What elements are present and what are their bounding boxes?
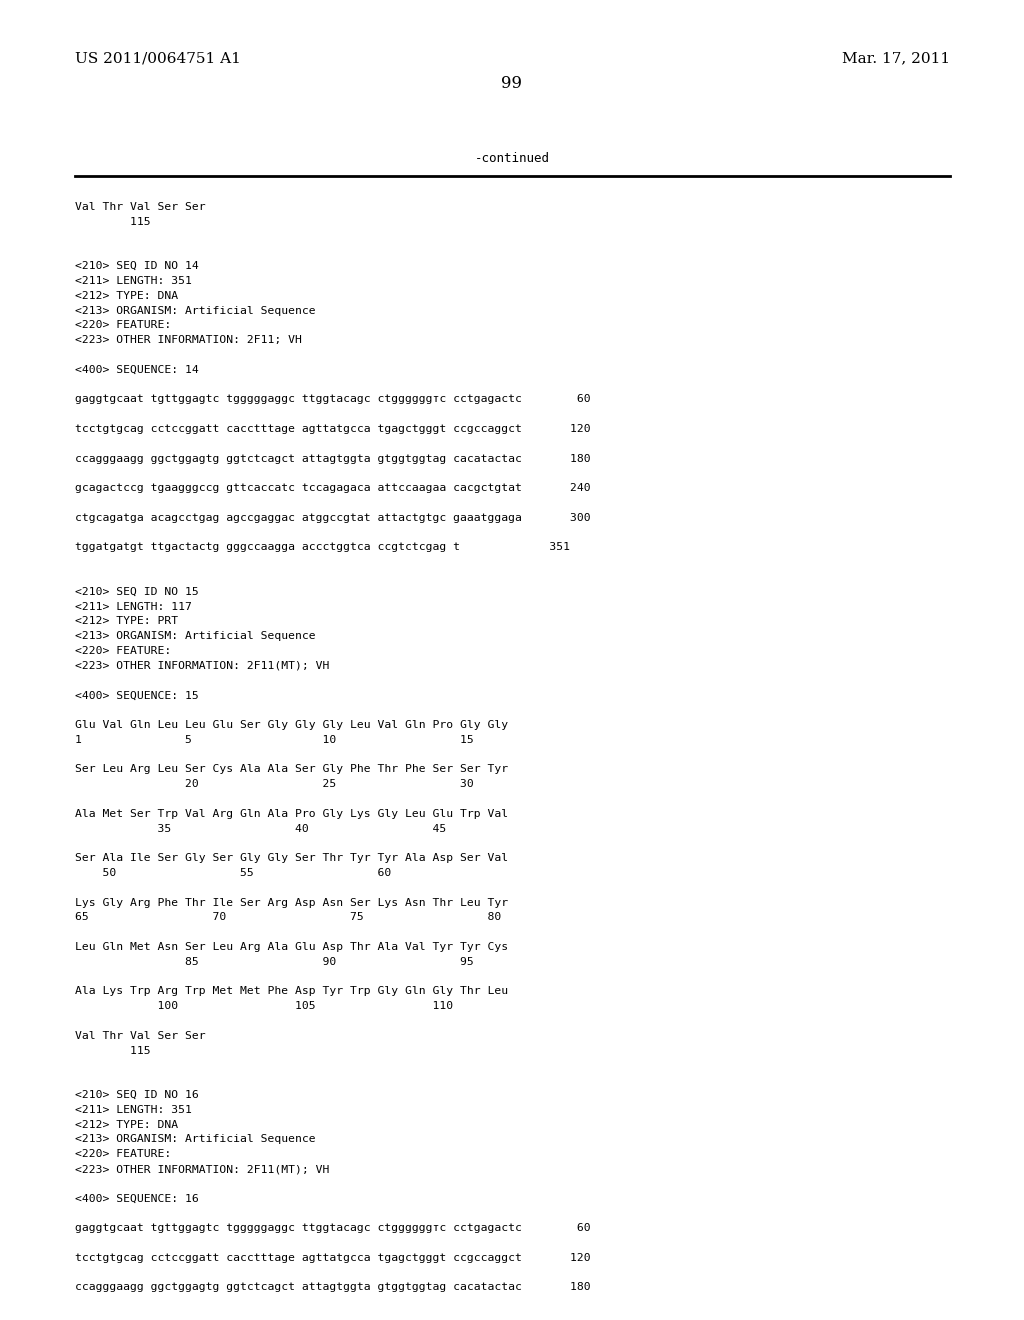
Text: 115: 115	[75, 1045, 151, 1056]
Text: ccagggaagg ggctggagtg ggtctcagct attagtggta gtggtggtag cacatactac       180: ccagggaagg ggctggagtg ggtctcagct attagtg…	[75, 1283, 591, 1292]
Text: 65                  70                  75                  80: 65 70 75 80	[75, 912, 502, 923]
Text: Leu Gln Met Asn Ser Leu Arg Ala Glu Asp Thr Ala Val Tyr Tyr Cys: Leu Gln Met Asn Ser Leu Arg Ala Glu Asp …	[75, 942, 508, 952]
Text: <212> TYPE: PRT: <212> TYPE: PRT	[75, 616, 178, 627]
Text: 85                  90                  95: 85 90 95	[75, 957, 474, 966]
Text: gcagactccg tgaagggccg gttcaccatc tccagagaca attccaagaa cacgctgtat       240: gcagactccg tgaagggccg gttcaccatc tccagag…	[75, 483, 591, 494]
Text: Ala Lys Trp Arg Trp Met Met Phe Asp Tyr Trp Gly Gln Gly Thr Leu: Ala Lys Trp Arg Trp Met Met Phe Asp Tyr …	[75, 986, 508, 997]
Text: Mar. 17, 2011: Mar. 17, 2011	[842, 51, 950, 65]
Text: 35                  40                  45: 35 40 45	[75, 824, 446, 834]
Text: <213> ORGANISM: Artificial Sequence: <213> ORGANISM: Artificial Sequence	[75, 631, 315, 642]
Text: Ser Leu Arg Leu Ser Cys Ala Ala Ser Gly Phe Thr Phe Ser Ser Tyr: Ser Leu Arg Leu Ser Cys Ala Ala Ser Gly …	[75, 764, 508, 775]
Text: <223> OTHER INFORMATION: 2F11(MT); VH: <223> OTHER INFORMATION: 2F11(MT); VH	[75, 1164, 330, 1173]
Text: <212> TYPE: DNA: <212> TYPE: DNA	[75, 290, 178, 301]
Text: <211> LENGTH: 351: <211> LENGTH: 351	[75, 1105, 191, 1115]
Text: -continued: -continued	[474, 152, 550, 165]
Text: 50                  55                  60: 50 55 60	[75, 869, 391, 878]
Text: <213> ORGANISM: Artificial Sequence: <213> ORGANISM: Artificial Sequence	[75, 1134, 315, 1144]
Text: <400> SEQUENCE: 15: <400> SEQUENCE: 15	[75, 690, 199, 701]
Text: 100                 105                 110: 100 105 110	[75, 1001, 454, 1011]
Text: <223> OTHER INFORMATION: 2F11; VH: <223> OTHER INFORMATION: 2F11; VH	[75, 335, 302, 346]
Text: <213> ORGANISM: Artificial Sequence: <213> ORGANISM: Artificial Sequence	[75, 306, 315, 315]
Text: Ala Met Ser Trp Val Arg Gln Ala Pro Gly Lys Gly Leu Glu Trp Val: Ala Met Ser Trp Val Arg Gln Ala Pro Gly …	[75, 809, 508, 818]
Text: <211> LENGTH: 351: <211> LENGTH: 351	[75, 276, 191, 286]
Text: US 2011/0064751 A1: US 2011/0064751 A1	[75, 51, 241, 65]
Text: Val Thr Val Ser Ser: Val Thr Val Ser Ser	[75, 202, 206, 213]
Text: <223> OTHER INFORMATION: 2F11(MT); VH: <223> OTHER INFORMATION: 2F11(MT); VH	[75, 661, 330, 671]
Text: <210> SEQ ID NO 15: <210> SEQ ID NO 15	[75, 587, 199, 597]
Text: Ser Ala Ile Ser Gly Ser Gly Gly Ser Thr Tyr Tyr Ala Asp Ser Val: Ser Ala Ile Ser Gly Ser Gly Gly Ser Thr …	[75, 853, 508, 863]
Text: Lys Gly Arg Phe Thr Ile Ser Arg Asp Asn Ser Lys Asn Thr Leu Tyr: Lys Gly Arg Phe Thr Ile Ser Arg Asp Asn …	[75, 898, 508, 908]
Text: <220> FEATURE:: <220> FEATURE:	[75, 645, 171, 656]
Text: 1               5                   10                  15: 1 5 10 15	[75, 735, 474, 744]
Text: tcctgtgcag cctccggatt cacctttage agttatgcca tgagctgggt ccgccaggct       120: tcctgtgcag cctccggatt cacctttage agttatg…	[75, 424, 591, 434]
Text: <211> LENGTH: 117: <211> LENGTH: 117	[75, 602, 191, 611]
Text: tggatgatgt ttgactactg gggccaagga accctggtca ccgtctcgag t             351: tggatgatgt ttgactactg gggccaagga accctgg…	[75, 543, 570, 552]
Text: gaggtgcaat tgttggagtc tgggggaggc ttggtacagc ctggggggтc cctgagactc        60: gaggtgcaat tgttggagtc tgggggaggc ttggtac…	[75, 395, 591, 404]
Text: <400> SEQUENCE: 14: <400> SEQUENCE: 14	[75, 364, 199, 375]
Text: gaggtgcaat tgttggagtc tgggggaggc ttggtacagc ctggggggтc cctgagactc        60: gaggtgcaat tgttggagtc tgggggaggc ttggtac…	[75, 1224, 591, 1233]
Text: <220> FEATURE:: <220> FEATURE:	[75, 321, 171, 330]
Text: <210> SEQ ID NO 16: <210> SEQ ID NO 16	[75, 1090, 199, 1100]
Text: <400> SEQUENCE: 16: <400> SEQUENCE: 16	[75, 1193, 199, 1204]
Text: ctgcagatga acagcctgag agccgaggac atggccgtat attactgtgc gaaatggaga       300: ctgcagatga acagcctgag agccgaggac atggccg…	[75, 512, 591, 523]
Text: 115: 115	[75, 216, 151, 227]
Text: tcctgtgcag cctccggatt cacctttage agttatgcca tgagctgggt ccgccaggct       120: tcctgtgcag cctccggatt cacctttage agttatg…	[75, 1253, 591, 1263]
Text: <220> FEATURE:: <220> FEATURE:	[75, 1150, 171, 1159]
Text: ccagggaagg ggctggagtg ggtctcagct attagtggta gtggtggtag cacatactac       180: ccagggaagg ggctggagtg ggtctcagct attagtg…	[75, 454, 591, 463]
Text: 20                  25                  30: 20 25 30	[75, 779, 474, 789]
Text: <212> TYPE: DNA: <212> TYPE: DNA	[75, 1119, 178, 1130]
Text: <210> SEQ ID NO 14: <210> SEQ ID NO 14	[75, 261, 199, 271]
Text: 99: 99	[502, 75, 522, 92]
Text: Glu Val Gln Leu Leu Glu Ser Gly Gly Gly Leu Val Gln Pro Gly Gly: Glu Val Gln Leu Leu Glu Ser Gly Gly Gly …	[75, 719, 508, 730]
Text: Val Thr Val Ser Ser: Val Thr Val Ser Ser	[75, 1031, 206, 1040]
